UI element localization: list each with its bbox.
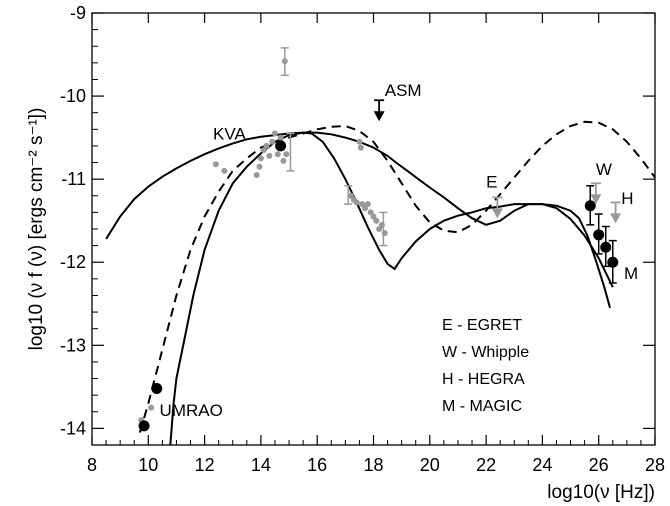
black-data-point [593,229,605,241]
gray-data-point [274,151,281,158]
x-tick-label: 18 [363,455,383,475]
x-tick-label: 14 [251,455,271,475]
x-tick-label: 10 [138,455,158,475]
x-tick-label: 22 [476,455,496,475]
gray-data-point [356,138,363,145]
y-tick-label: -14 [60,418,86,438]
gray-data-point [212,161,219,168]
upper-limit-arrows [373,99,622,224]
annotation-label: H [621,189,633,208]
upper-limit-arrowhead [610,213,622,224]
black-data-point [151,383,163,395]
x-tick-label: 20 [420,455,440,475]
x-tick-label: 26 [589,455,609,475]
gray-data-point [256,163,263,170]
y-tick-label: -9 [70,3,86,23]
x-tick-label: 24 [532,455,552,475]
error-bars [280,47,617,284]
gray-data-point [271,130,278,137]
y-tick-label: -13 [60,335,86,355]
chart-annotations: UMRAO KVA ASM E WH M [160,81,639,420]
black-data-point [600,241,612,253]
gray-data-point [257,155,264,162]
model-curve-3 [138,120,655,433]
gray-data-point [269,138,276,145]
y-tick-label: -10 [60,86,86,106]
gray-data-point [364,201,371,208]
legend-entry: H - HEGRA [442,371,525,388]
gray-data-point [277,134,284,141]
model-curves [105,120,655,445]
annotation-label: UMRAO [160,401,223,420]
annotation-label: M [624,264,638,283]
y-tick-label: -11 [61,169,86,189]
x-tick-label: 28 [645,455,665,475]
x-tick-label: 8 [87,455,97,475]
x-tick-label: 12 [195,455,215,475]
chart-axes: 8 10 12 14 16 18 20 22 24 26 28 -14 -13 -12 -11 -10 -9 [60,3,665,475]
gray-data-point [280,157,287,164]
upper-limit-arrowhead [590,194,602,205]
gray-data-point [263,142,270,149]
model-curve-2 [169,131,611,445]
black-data-point [584,200,596,212]
gray-data-point [381,230,388,237]
gray-data-point [357,144,364,151]
annotation-label: KVA [213,124,246,143]
upper-limit-arrowhead [373,111,385,122]
black-data-point [275,140,287,152]
gray-data-point [373,217,380,224]
annotation-label: W [596,160,612,179]
gray-data-point [266,152,273,159]
annotation-label: ASM [385,81,422,100]
gray-data-point [253,172,260,178]
gray-data-point [281,58,288,65]
gray-data-point [221,167,228,174]
chart-legend: E - EGRET W - Whipple H - HEGRA M - MAGIC [442,317,529,415]
gray-data-point [148,404,155,411]
y-axis-label: log10 (ν f (ν) [ergs cm⁻² s⁻¹]) [26,108,47,351]
upper-limit-arrowhead [491,208,503,219]
legend-entry: M - MAGIC [442,398,522,415]
legend-entry: W - Whipple [442,344,529,361]
y-tick-label: -12 [60,252,86,272]
data-points [138,58,619,432]
x-axis-label: log10(ν [Hz]) [547,482,655,503]
gray-data-point [353,199,360,206]
x-tick-label: 16 [307,455,327,475]
black-data-point [607,256,619,268]
annotation-label: E [486,172,497,191]
legend-entry: E - EGRET [442,317,522,334]
gray-data-point [283,151,290,158]
black-data-point [138,420,150,432]
model-curve-1 [105,131,614,288]
gray-data-point [378,221,385,228]
